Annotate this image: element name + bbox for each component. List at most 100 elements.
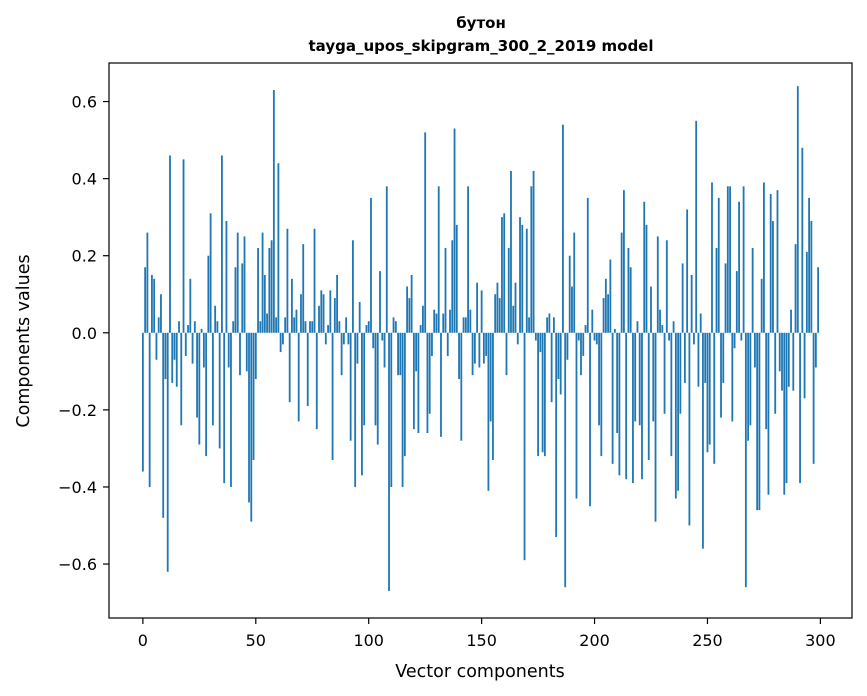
bar (370, 197, 372, 333)
bar (311, 321, 314, 333)
bar (284, 317, 287, 333)
bar (729, 186, 731, 333)
bar (643, 201, 646, 333)
bar (205, 332, 208, 457)
bar (731, 332, 734, 422)
bar (347, 332, 350, 345)
bar (494, 294, 497, 333)
bar (363, 332, 366, 426)
bar (647, 332, 650, 460)
bar (530, 186, 533, 333)
bar (589, 332, 591, 507)
bar (417, 332, 420, 433)
bar (543, 332, 546, 457)
bar (586, 197, 589, 333)
bar (266, 313, 268, 333)
bar (778, 332, 781, 372)
bar (293, 317, 296, 333)
bar (214, 305, 217, 333)
bar (467, 186, 469, 333)
bar (525, 228, 528, 333)
bar (733, 332, 736, 349)
bar (146, 232, 149, 333)
bar (281, 332, 284, 345)
y-tick-label: 0.4 (72, 170, 97, 189)
bar (507, 248, 510, 333)
bar (528, 317, 530, 333)
bar (340, 332, 343, 376)
bar (234, 267, 237, 333)
bar (541, 332, 544, 453)
bar (322, 294, 325, 333)
bar (668, 332, 670, 341)
y-axis-ticks: 0.6 0.4 0.2 0.0 −0.2 −0.4 −0.6 (58, 93, 109, 574)
bar (164, 332, 167, 380)
bar (259, 321, 262, 333)
bar (202, 332, 205, 368)
bar (157, 317, 160, 333)
bar (464, 317, 467, 333)
bar (485, 332, 488, 356)
bar (453, 128, 456, 333)
bar (532, 170, 535, 333)
bar (552, 317, 555, 333)
bar (196, 332, 198, 418)
chart-subtitle: tayga_upos_skipgram_300_2_2019 model (309, 37, 654, 55)
bar (510, 170, 512, 333)
bar (681, 263, 684, 333)
x-tick-label: 0 (138, 631, 148, 650)
y-tick-label: 0.0 (72, 324, 97, 343)
bar (580, 332, 582, 376)
bar (478, 332, 481, 368)
bar (523, 332, 526, 561)
bar (178, 321, 180, 333)
bar (613, 328, 616, 333)
bar (720, 332, 722, 418)
bar (306, 332, 309, 407)
bar (193, 321, 196, 333)
bar (623, 190, 625, 333)
bar (245, 332, 248, 372)
bar (397, 332, 399, 376)
bar (607, 294, 609, 333)
bar (171, 332, 174, 383)
bar (699, 313, 702, 333)
bar (189, 278, 192, 333)
bar (652, 332, 655, 422)
bar (582, 332, 585, 356)
bar (799, 332, 801, 484)
bar (726, 186, 729, 333)
bar (388, 332, 390, 592)
bar (324, 332, 327, 345)
bar-series (141, 86, 820, 592)
bar (738, 201, 740, 333)
bar (374, 332, 377, 426)
bar (376, 332, 379, 445)
bar (270, 240, 273, 333)
bar (498, 298, 501, 333)
bar (182, 159, 185, 333)
bar (747, 332, 750, 441)
bar (191, 332, 194, 364)
bar (744, 332, 747, 588)
bar (602, 298, 605, 333)
bar (663, 332, 666, 414)
bar (562, 124, 564, 333)
bar (571, 286, 573, 333)
bar (695, 120, 698, 333)
bar (650, 286, 652, 333)
bar (618, 332, 621, 476)
bar (187, 325, 189, 333)
bar (516, 332, 519, 345)
bar (537, 332, 539, 457)
bar (690, 274, 693, 333)
bar (632, 332, 634, 484)
bar (476, 282, 479, 333)
bar (749, 332, 752, 426)
bar (433, 309, 436, 333)
bar (390, 332, 393, 487)
bar (708, 332, 711, 445)
bar (566, 332, 569, 360)
bar (166, 332, 169, 572)
bar (781, 332, 783, 391)
